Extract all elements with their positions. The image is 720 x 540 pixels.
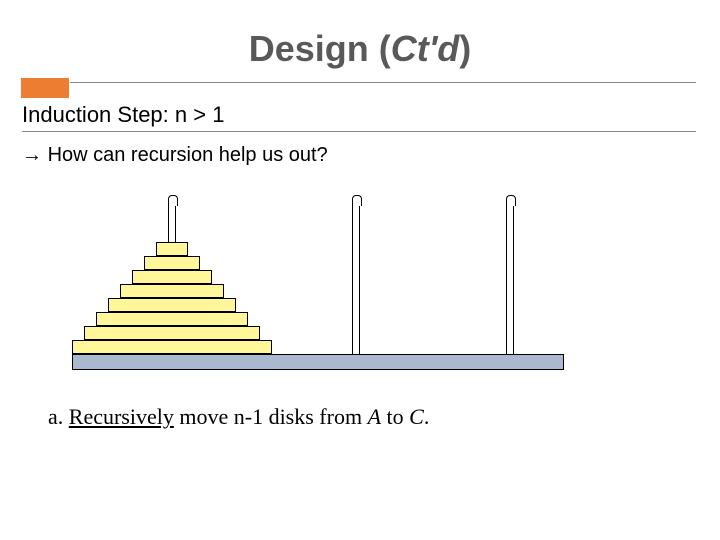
hanoi-disk: [132, 270, 212, 284]
caption-suffix: .: [424, 404, 430, 429]
title-italic: Ct'd: [391, 28, 460, 69]
hanoi-disk: [144, 256, 200, 270]
step-caption: a. Recursively move n-1 disks from A to …: [48, 404, 429, 430]
hanoi-peg: [352, 204, 360, 354]
caption-underlined: Recursively: [69, 404, 174, 429]
slide-title: Design (Ct'd): [0, 28, 720, 70]
rule-bottom: [22, 131, 696, 132]
accent-tab: [21, 78, 69, 98]
title-suffix: ): [459, 28, 471, 69]
title-prefix: Design (: [249, 28, 391, 69]
caption-peg-c: C: [409, 404, 424, 429]
rule-top: [70, 82, 696, 83]
hanoi-disk: [120, 284, 224, 298]
caption-mid2: to: [381, 404, 409, 429]
slide: Design (Ct'd) Induction Step: n > 1 → Ho…: [0, 0, 720, 540]
hanoi-diagram: [72, 190, 592, 370]
caption-prefix: a.: [48, 404, 69, 429]
hanoi-disk: [156, 242, 188, 256]
caption-peg-a: A: [368, 404, 381, 429]
hanoi-peg: [506, 204, 514, 354]
hanoi-disk: [84, 326, 260, 340]
arrow-icon: →: [22, 144, 42, 166]
hanoi-disk: [72, 340, 272, 354]
hanoi-disk: [108, 298, 236, 312]
hanoi-disk: [96, 312, 248, 326]
question-text: How can recursion help us out?: [48, 144, 328, 166]
recursion-question: → How can recursion help us out?: [22, 144, 328, 167]
induction-step-heading: Induction Step: n > 1: [22, 102, 224, 128]
hanoi-base: [72, 354, 564, 370]
caption-mid: move n-1 disks from: [174, 404, 368, 429]
